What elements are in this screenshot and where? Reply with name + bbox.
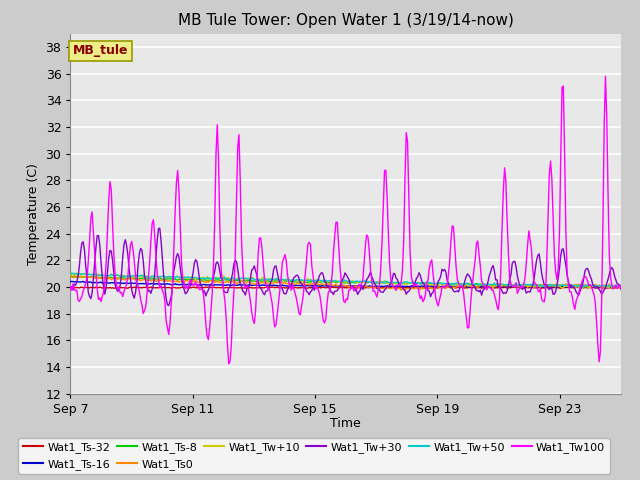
Legend: Wat1_Ts-32, Wat1_Ts-16, Wat1_Ts-8, Wat1_Ts0, Wat1_Tw+10, Wat1_Tw+30, Wat1_Tw+50,: Wat1_Ts-32, Wat1_Ts-16, Wat1_Ts-8, Wat1_… <box>19 438 610 474</box>
Title: MB Tule Tower: Open Water 1 (3/19/14-now): MB Tule Tower: Open Water 1 (3/19/14-now… <box>178 13 513 28</box>
X-axis label: Time: Time <box>330 417 361 430</box>
Y-axis label: Temperature (C): Temperature (C) <box>27 163 40 264</box>
Text: MB_tule: MB_tule <box>73 44 129 58</box>
